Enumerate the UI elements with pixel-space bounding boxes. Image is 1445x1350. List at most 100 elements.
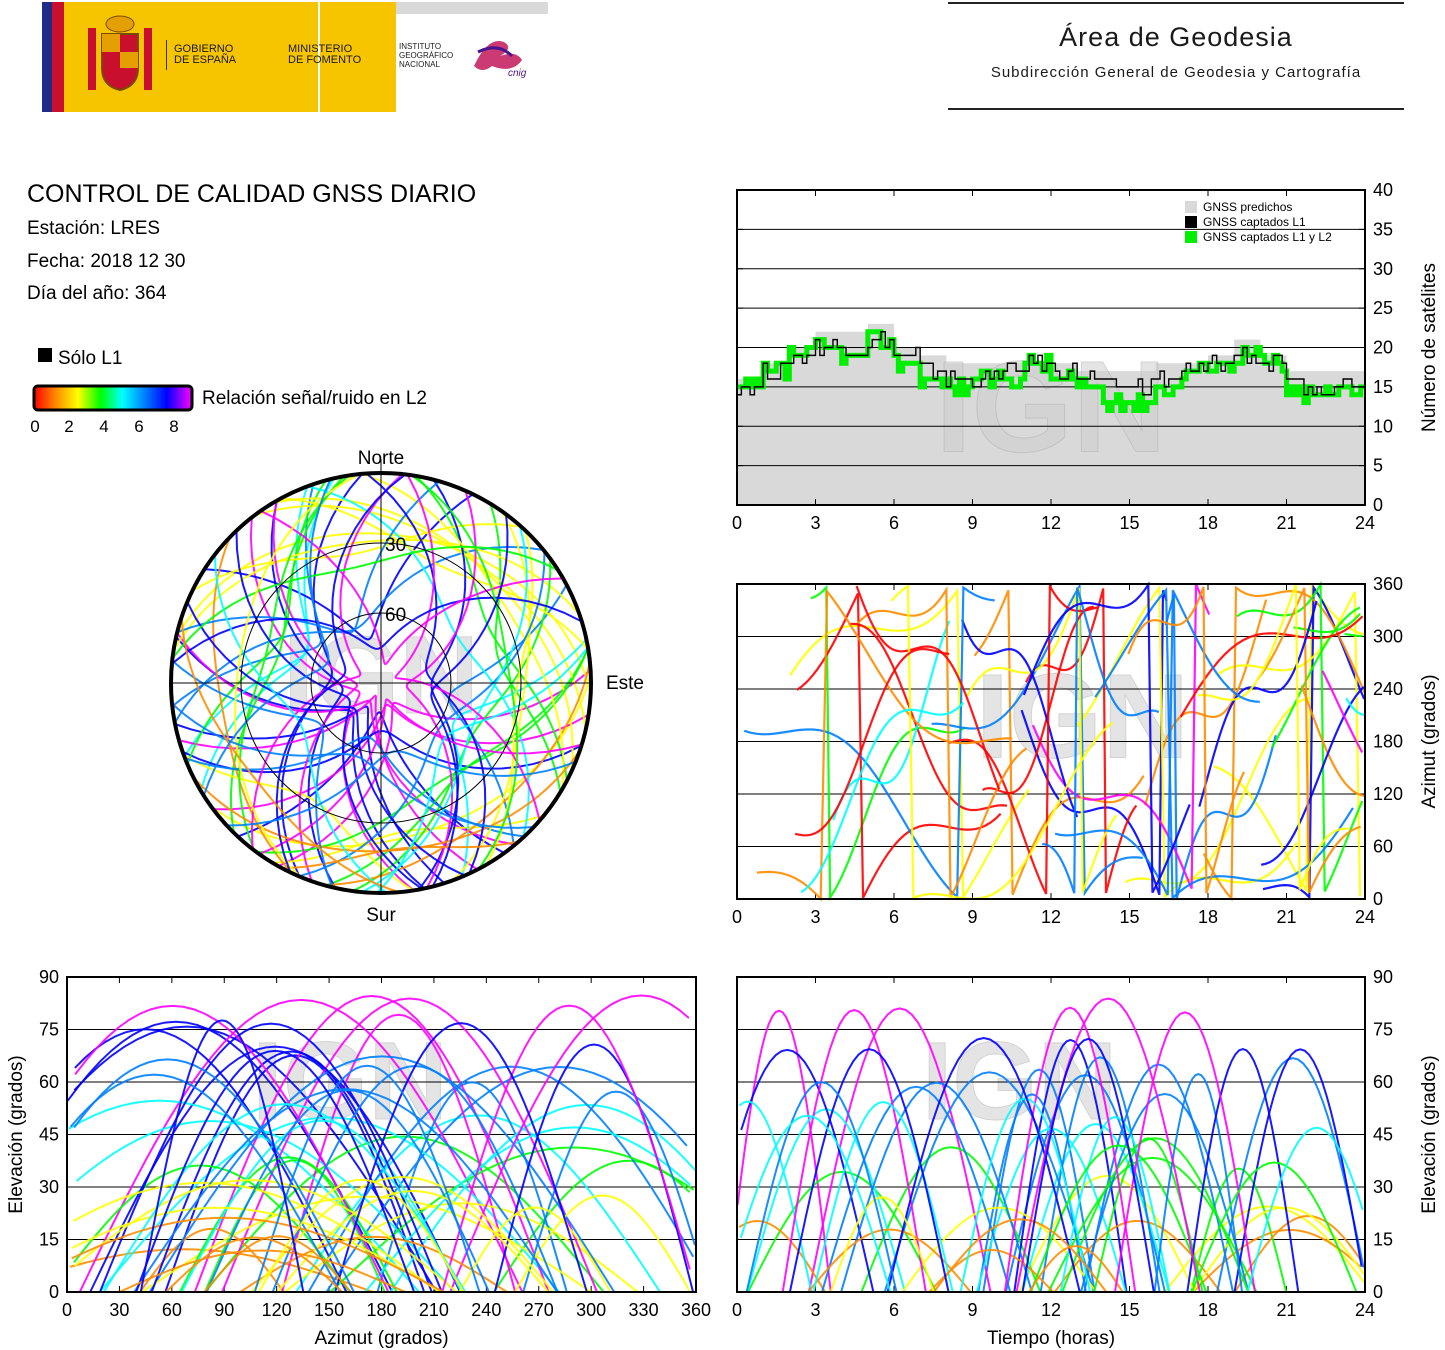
satellite-track [74, 1179, 458, 1293]
x-axis-label: Tiempo (horas) [987, 1328, 1115, 1349]
x-tick-label: 15 [1119, 907, 1139, 927]
solo-l1-swatch [38, 348, 52, 362]
legend-entry: GNSS captados L1 [1203, 215, 1306, 229]
y-tick-label: 300 [1373, 627, 1403, 647]
y-tick-label: 0 [49, 1282, 59, 1302]
x-tick-label: 210 [419, 1300, 449, 1320]
satellite-track [270, 500, 344, 889]
satellite-track [255, 647, 590, 854]
y-tick-label: 120 [1373, 784, 1403, 804]
y-tick-label: 60 [39, 1072, 59, 1092]
satellite-track [961, 619, 1079, 818]
x-tick-label: 90 [214, 1300, 234, 1320]
y-tick-label: 30 [1373, 259, 1393, 279]
x-tick-label: 21 [1276, 907, 1296, 927]
satellite-track [1015, 997, 1201, 1293]
satellite-track [253, 1064, 481, 1293]
satellite-track [485, 530, 534, 865]
y-tick-label: 60 [1373, 1072, 1393, 1092]
satellite-track [72, 1181, 440, 1293]
satellite-track [281, 840, 520, 870]
x-tick-label: 12 [1041, 1300, 1061, 1320]
satellite-track [99, 1022, 443, 1293]
y-tick-label: 90 [1373, 967, 1393, 987]
watermark-text: IGN [252, 1020, 448, 1143]
x-tick-label: 3 [810, 907, 820, 927]
satellite-track [193, 994, 550, 1293]
satellite-track [1083, 1063, 1234, 1293]
x-tick-label: 60 [162, 1300, 182, 1320]
satellite-track [276, 1190, 550, 1293]
satellite-track [280, 473, 363, 877]
x-tick-label: 24 [1355, 513, 1375, 533]
satellite-track [234, 473, 360, 878]
satellite-track [74, 1004, 390, 1293]
x-tick-label: 18 [1198, 513, 1218, 533]
satellite-track [1093, 1137, 1204, 1293]
y-tick-label: 25 [1373, 298, 1393, 318]
satellite-track [966, 587, 1118, 893]
y-tick-label: 10 [1373, 416, 1393, 436]
satellite-track [192, 749, 581, 853]
satellite-track [174, 705, 445, 884]
satellite-track [272, 497, 574, 772]
satellite-track [1191, 1206, 1365, 1293]
plot-frame [736, 976, 1366, 1293]
snr-tick: 6 [134, 417, 143, 436]
satellite-track [441, 1004, 691, 1293]
satellite-track [103, 1103, 467, 1293]
date-label: Fecha: 2018 12 30 [27, 251, 186, 272]
satellite-track [405, 490, 477, 889]
satellite-track [307, 485, 530, 838]
satellite-track [1179, 615, 1364, 718]
x-tick-label: 9 [967, 1300, 977, 1320]
x-tick-label: 9 [967, 907, 977, 927]
y-tick-label: 60 [1373, 837, 1393, 857]
satellite-track [1113, 1011, 1256, 1293]
x-tick-label: 18 [1198, 907, 1218, 927]
y-tick-label: 180 [1373, 732, 1403, 752]
horizon-circle [169, 471, 593, 895]
plot-frame [736, 189, 1366, 506]
satellite-track [364, 1126, 691, 1293]
x-tick-label: 330 [629, 1300, 659, 1320]
satellite-track [235, 530, 423, 890]
legend-entry: GNSS predichos [1203, 200, 1292, 214]
satellite-track [141, 1195, 592, 1293]
satellite-track [807, 1228, 972, 1293]
satellite-track [325, 1065, 688, 1293]
area-title: Área de Geodesia [1059, 22, 1293, 52]
satellite-track [810, 584, 966, 902]
satellite-track [1236, 580, 1364, 892]
satellite-track [890, 583, 1114, 900]
x-tick-label: 0 [732, 907, 742, 927]
y-tick-label: 40 [1373, 180, 1393, 200]
satellite-track [164, 1054, 426, 1293]
y-tick-label: 90 [39, 967, 59, 987]
north-label: Norte [358, 448, 404, 469]
satellite-track [275, 473, 406, 873]
flag-red-strip [52, 2, 64, 112]
ring-label: 60 [385, 605, 406, 626]
x-tick-label: 3 [810, 513, 820, 533]
satellite-track [1300, 685, 1365, 797]
gobierno-text: GOBIERNO DE ESPAÑA [174, 43, 237, 66]
satellite-track [855, 585, 1001, 790]
satellite-track [1186, 1047, 1300, 1293]
satellite-track [1080, 1092, 1250, 1293]
x-tick-label: 24 [1355, 1300, 1375, 1320]
y-tick-label: 0 [1373, 495, 1383, 515]
satellite-track [1003, 1006, 1137, 1293]
instituto-text: INSTITUTO GEOGRÁFICO NACIONAL [399, 42, 454, 69]
satellite-track [738, 1220, 826, 1293]
satellite-track [756, 588, 1013, 902]
satellite-track [1039, 1056, 1161, 1293]
legend-swatch [1185, 201, 1197, 213]
satellite-track [171, 659, 334, 888]
satellite-track [249, 517, 415, 892]
x-tick-label: 0 [732, 513, 742, 533]
y-axis-label: Azimut (grados) [1419, 674, 1440, 808]
satellite-track [1321, 670, 1364, 753]
satellite-track [191, 523, 522, 592]
satellite-track [179, 1156, 398, 1293]
